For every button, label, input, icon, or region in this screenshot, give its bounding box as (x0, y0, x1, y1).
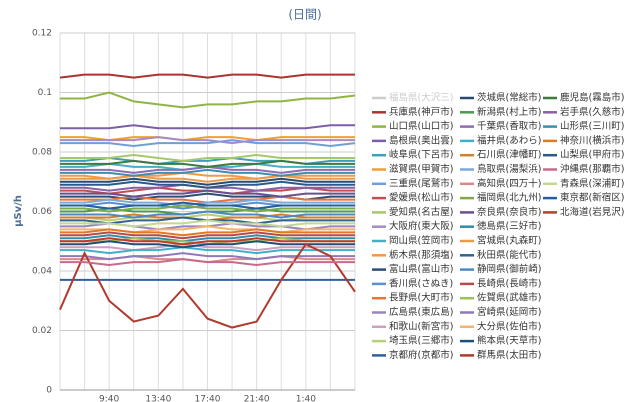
series-line (60, 258, 355, 267)
legend-label: 石川県(津幡町) (477, 149, 541, 161)
legend-label: 新潟県(村上市) (477, 106, 541, 118)
y-axis-title: μSv/h (13, 195, 24, 227)
legend-label: 青森県(深浦町) (560, 177, 624, 189)
series-line (60, 139, 356, 148)
legend-label: 長野県(大町市) (389, 292, 453, 304)
y-tick-label: 0.1 (38, 88, 52, 98)
legend-label: 山梨県(甲府市) (560, 149, 624, 161)
x-tick-label: 17:40 (195, 395, 221, 402)
legend-label: 大阪府(東大阪) (389, 220, 453, 232)
legend-label: 秋田県(能代市) (477, 249, 541, 261)
series-line (60, 174, 355, 183)
series-line (60, 136, 355, 145)
legend-label: 鹿児島(霧島市) (560, 92, 624, 104)
legend-label: 三重県(尾鷲市) (389, 177, 453, 189)
legend-label: 岐阜県(下呂市) (389, 149, 453, 161)
chart-title: (日間) (288, 8, 321, 22)
legend-label: 千葉県(香取市) (477, 120, 541, 132)
legend-label: 福岡県(北九州) (477, 192, 541, 204)
series-line (60, 219, 355, 228)
y-tick-label: 0 (46, 386, 52, 396)
series-line (60, 246, 355, 255)
legend-label: 埼玉県(三郷市) (389, 335, 453, 347)
legend-label: 高知県(四万十) (477, 177, 541, 189)
legend-label: 静岡県(御前崎) (477, 263, 541, 275)
legend-label: 鳥取県(湯梨浜) (477, 163, 541, 175)
series-line (60, 228, 355, 237)
legend-label: 奈良県(奈良市) (477, 206, 541, 218)
series-line (60, 204, 355, 213)
legend-label: 兵庫県(神戸市) (389, 106, 453, 118)
series-line (60, 189, 355, 198)
x-tick-label: 1:40 (296, 395, 316, 402)
legend-label: 岩手県(久慈市) (560, 106, 624, 118)
x-tick-label: 13:40 (145, 395, 171, 402)
y-tick-label: 0.08 (32, 148, 52, 158)
series-line (60, 234, 355, 243)
series-line (60, 201, 355, 210)
legend-label: 群馬県(太田市) (477, 349, 541, 361)
legend-label: 宮城県(丸森町) (477, 235, 541, 247)
series-line (60, 159, 355, 168)
series-line (60, 153, 355, 162)
legend-label: 岡山県(笠岡市) (389, 235, 453, 247)
series-line (60, 168, 355, 177)
legend-label: 沖縄県(那覇市) (560, 163, 624, 175)
legend-label: 島根県(奥出雲) (389, 134, 453, 146)
series-line (60, 210, 355, 219)
legend-label: 京都府(京都市) (389, 349, 453, 361)
legend-label: 栃木県(那須塩) (389, 249, 453, 261)
legend-label: 茨城県(常総市) (477, 92, 541, 104)
legend-label: 福島県(大沢三) (389, 92, 453, 104)
series-line (60, 198, 355, 207)
y-tick-label: 0.04 (32, 267, 52, 277)
legend-label: 東京都(新宿区) (560, 192, 624, 204)
legend-label: 富山県(富山市) (389, 263, 453, 275)
legend-label: 熊本県(天草市) (477, 335, 541, 347)
x-tick-label: 9:40 (99, 395, 119, 402)
legend-label: 愛媛県(松山市) (389, 192, 453, 204)
series-line (59, 73, 355, 79)
series-line (60, 180, 355, 189)
legend-label: 山形県(三川町) (560, 120, 624, 132)
y-tick-label: 0.12 (32, 29, 52, 39)
series-line (60, 237, 355, 246)
legend-label: 神奈川(横浜市) (560, 134, 624, 146)
legend-label: 北海道(岩見沢) (560, 206, 624, 218)
legend-label: 香川県(さぬき) (389, 278, 453, 289)
series-line (59, 242, 356, 329)
series-line (60, 243, 355, 252)
series-line (60, 231, 355, 240)
legend-label: 愛知県(名古屋) (389, 206, 453, 218)
series-line (60, 252, 355, 261)
series-line (60, 177, 355, 186)
legend-label: 徳島県(三好市) (477, 220, 541, 232)
legend-label: 長崎県(長崎市) (477, 277, 541, 289)
series-line (60, 91, 356, 109)
y-tick-label: 0.06 (32, 207, 52, 217)
legend-label: 和歌山(新宮市) (389, 320, 453, 332)
legend-label: 山口県(山口市) (389, 120, 453, 132)
series-line (60, 124, 355, 130)
legend-label: 広島県(東広島) (389, 306, 453, 318)
legend-label: 滋賀県(甲賀市) (389, 163, 453, 175)
y-tick-label: 0.02 (32, 326, 52, 336)
legend-label: 大分県(佐伯市) (477, 320, 541, 332)
legend-label: 福井県(あわら) (477, 134, 541, 146)
x-tick-label: 21:40 (244, 395, 270, 402)
legend-label: 宮崎県(延岡市) (477, 306, 541, 318)
legend-label: 佐賀県(武雄市) (477, 292, 541, 304)
